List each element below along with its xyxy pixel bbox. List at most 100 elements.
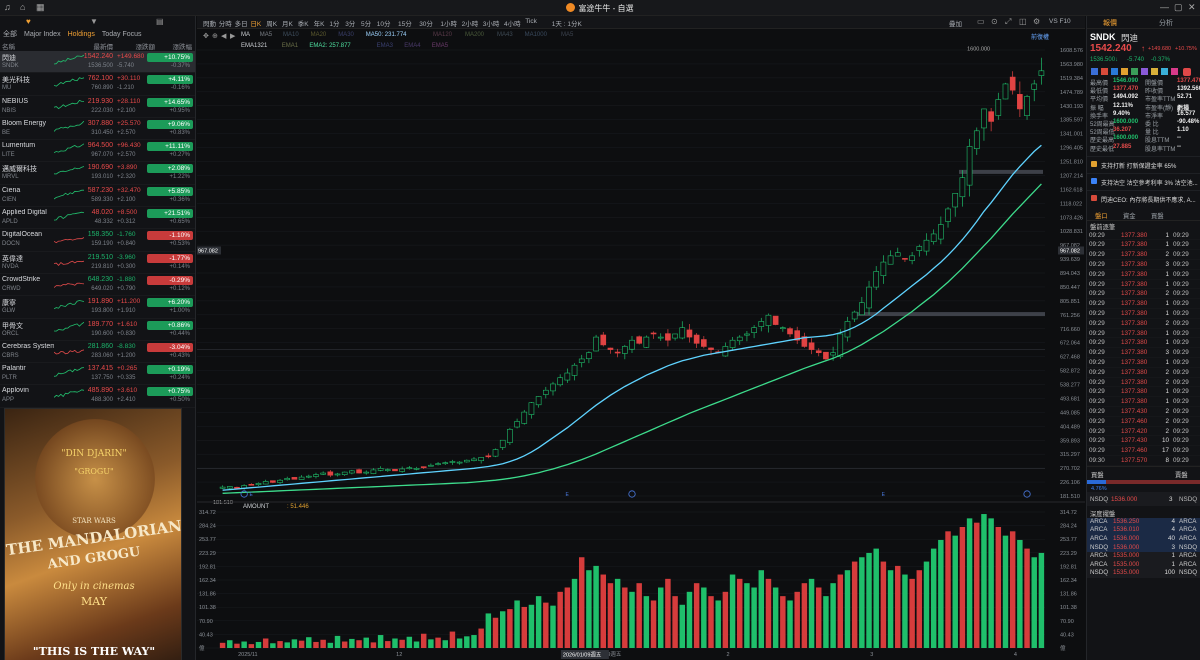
ema-indicator[interactable]: EMA3 xyxy=(377,43,394,49)
interval-button[interactable]: 3分 xyxy=(345,21,356,28)
ma-indicator[interactable]: MA5 xyxy=(259,32,273,38)
header-name[interactable]: 名稱 xyxy=(2,44,15,51)
ema-indicator[interactable]: EMA5 xyxy=(432,43,449,49)
watchlist-row[interactable]: Bloom Energy BE 307.880 310.450 +25.570 +2.57… xyxy=(0,118,195,141)
earnings-marker-icon[interactable] xyxy=(240,490,248,498)
chart-nav-icon[interactable]: ⊕ xyxy=(212,33,218,40)
ma-indicator[interactable]: MA5 xyxy=(561,32,574,38)
ma-indicator[interactable]: MA50: 231.774 xyxy=(365,32,407,38)
watchlist-row[interactable]: CrowdStrike CRWD 648.230 649.020 -1.880 +0.79… xyxy=(0,274,195,297)
interval-button[interactable]: 1分 xyxy=(329,21,340,28)
watchlist-tab[interactable]: Major Index xyxy=(24,31,61,38)
stock-name: 康寧 xyxy=(2,300,16,308)
news-item[interactable]: 支持沽空 沽空參考利率 3% 沽空池... xyxy=(1087,172,1200,190)
interval-button[interactable]: 季K xyxy=(297,21,309,28)
interval-button[interactable]: 1小時 xyxy=(440,21,458,28)
interval-button[interactable]: 10分 xyxy=(376,21,391,28)
watchlist-row[interactable]: DigitalOcean DOCN 158.350 159.190 -1.760 +0.8… xyxy=(0,229,195,252)
bell-icon[interactable]: ♫ xyxy=(4,2,11,12)
watchlist-row[interactable]: 英偉達 NVDA 219.510 219.810 -3.960 +0.300 -1.77% +… xyxy=(0,252,195,274)
chart-tool-icon[interactable]: ⚙ xyxy=(1033,17,1041,26)
ma-indicator[interactable]: MA1000 xyxy=(524,32,547,38)
header-change[interactable]: 漲跌額 xyxy=(135,44,156,51)
vs-button[interactable]: VS F10 xyxy=(1049,18,1071,25)
trade-tab[interactable]: 盤口 xyxy=(1095,212,1108,220)
chart-nav-icon[interactable]: ▶ xyxy=(230,33,236,40)
watchlist-row[interactable]: Applovin APP 485.890 488.300 +3.610 +2.410 +0.… xyxy=(0,385,195,408)
interval-button[interactable]: 2小時 xyxy=(461,21,479,28)
earnings-marker-icon[interactable] xyxy=(1023,490,1031,498)
minimize-icon[interactable]: — xyxy=(1160,2,1169,12)
watchlist-tab[interactable]: Today Focus xyxy=(101,31,142,38)
watchlist-row[interactable]: 甲骨文 ORCL 189.770 190.600 +1.610 +0.830 +0.86% +… xyxy=(0,319,195,341)
interval-button[interactable]: 年K xyxy=(313,21,325,28)
chart-tool-icon[interactable]: ◫ xyxy=(1019,17,1027,26)
filter-icon[interactable]: ▼ xyxy=(90,17,98,26)
ema-indicator[interactable]: EMA1321 xyxy=(241,43,268,49)
news-item[interactable]: 閃迪CEO: 內存將長期供不應求, A... xyxy=(1087,189,1200,207)
maximize-icon[interactable]: ▢ xyxy=(1174,2,1183,12)
interval-button[interactable]: 1天 : 1分K xyxy=(551,21,582,28)
heart-icon[interactable]: ♥ xyxy=(26,17,31,26)
header-price[interactable]: 最新價 xyxy=(93,44,114,51)
chart-nav-icon[interactable]: ◀ xyxy=(221,33,227,40)
tab-analysis[interactable]: 分析 xyxy=(1159,20,1173,27)
interval-button[interactable]: 3小時 xyxy=(482,21,500,28)
ma-indicator[interactable]: MA20 xyxy=(310,32,327,38)
ema-indicator[interactable]: EMA1 xyxy=(282,43,299,49)
watchlist-tab[interactable]: Holdings xyxy=(67,31,95,38)
ema-indicator[interactable]: EMA2: 257.877 xyxy=(309,43,351,49)
earnings-marker-icon[interactable] xyxy=(628,490,636,498)
interval-button[interactable]: 日K xyxy=(250,21,262,28)
watchlist-tab[interactable]: 全部 xyxy=(3,31,17,38)
chart-tool-icon[interactable]: ⊙ xyxy=(991,17,998,26)
interval-button[interactable]: 15分 xyxy=(398,21,412,28)
ma-indicator[interactable]: MA120 xyxy=(433,32,453,38)
volume-label[interactable]: AMOUNT xyxy=(243,504,269,510)
chart-tool-icon[interactable]: ▭ xyxy=(977,17,985,26)
watchlist-row[interactable]: 邁威爾科技 MRVL 190.690 193.010 +3.890 +2.320 +2.08… xyxy=(0,162,195,185)
watchlist-row[interactable]: 美光科技 MU 762.100 760.890 +30.110 -1.210 +4.11% -… xyxy=(0,73,195,96)
interval-button[interactable]: 周K xyxy=(266,21,278,28)
chart-nav-icon[interactable]: ✥ xyxy=(203,33,209,40)
interval-button[interactable]: 分時 xyxy=(218,21,232,28)
interval-button[interactable]: 5分 xyxy=(361,21,372,28)
home-icon[interactable]: ⌂ xyxy=(20,2,26,12)
watchlist-row[interactable]: Palantir PLTR 137.415 137.750 +0.265 +0.335 +0… xyxy=(0,363,195,386)
ma-indicator[interactable]: MA xyxy=(241,32,250,38)
watchlist-row[interactable]: Cerebras Systems CBRS 281.860 283.060 -8.830… xyxy=(0,341,195,364)
ma-indicator[interactable]: MA30 xyxy=(338,32,354,38)
interval-button[interactable]: 30分 xyxy=(419,21,433,28)
ema-indicator[interactable]: EMA4 xyxy=(404,43,421,49)
price-chart[interactable]: EMA1321 EMA1 EMA2: 257.877 EMA3 EMA4 EMA5 1608… xyxy=(197,42,1085,660)
trade-tab[interactable]: 買盤 xyxy=(1151,212,1164,220)
watchlist-row[interactable]: 康寧 GLW 191.890 193.800 +11.200 +1.910 +6.20% +1… xyxy=(0,296,195,319)
volume-bar xyxy=(327,642,334,648)
grid-icon[interactable]: ▦ xyxy=(36,2,45,12)
watchlist-row[interactable]: NEBIUS NBIS 219.930 222.030 +28.110 +2.100 +14… xyxy=(0,96,195,118)
interval-button[interactable]: 多日 xyxy=(234,21,248,28)
ma-indicator[interactable]: MA200 xyxy=(465,32,485,38)
interval-button[interactable]: 月K xyxy=(282,21,293,28)
chart-tool-icon[interactable]: ⤢ xyxy=(1005,17,1012,26)
rehab-button[interactable]: 前復權 xyxy=(1031,35,1050,41)
trade-tab[interactable]: 資金 xyxy=(1123,212,1136,220)
close-icon[interactable]: ✕ xyxy=(1188,2,1196,12)
tab-quote[interactable]: 報價 xyxy=(1103,20,1117,27)
header-pct[interactable]: 漲跌幅 xyxy=(172,44,193,51)
interval-button[interactable]: Tick xyxy=(525,18,537,25)
watchlist-row[interactable]: Ciena CIEN 587.230 589.330 +32.470 +2.100 +5.8… xyxy=(0,185,195,208)
news-item[interactable]: 支持打新 打新保證金率 65% xyxy=(1087,155,1200,173)
stat-value: 16.577 xyxy=(1177,110,1196,117)
heart-icon[interactable] xyxy=(1183,68,1191,76)
quote-pct: +10.75% xyxy=(1175,46,1197,52)
interval-button[interactable]: 閃動 xyxy=(203,21,216,28)
overlay-button[interactable]: 疊加 xyxy=(949,21,962,28)
ma-indicator[interactable]: MA10 xyxy=(283,32,299,38)
watchlist-row[interactable]: Applied Digital APLD 48.020 48.332 +8.500 +0.… xyxy=(0,207,195,230)
interval-button[interactable]: 4小時 xyxy=(504,21,521,28)
ma-indicator[interactable]: MA43 xyxy=(497,32,513,38)
watchlist-row[interactable]: 閃迪 SNDK 1542.240 1536.500 +149.680 -5.740 +10.… xyxy=(0,51,195,74)
watchlist-row[interactable]: Lumentum LITE 964.500 967.070 +96.430 +2.570 +… xyxy=(0,140,195,163)
settings-icon[interactable]: ▤ xyxy=(156,17,164,26)
